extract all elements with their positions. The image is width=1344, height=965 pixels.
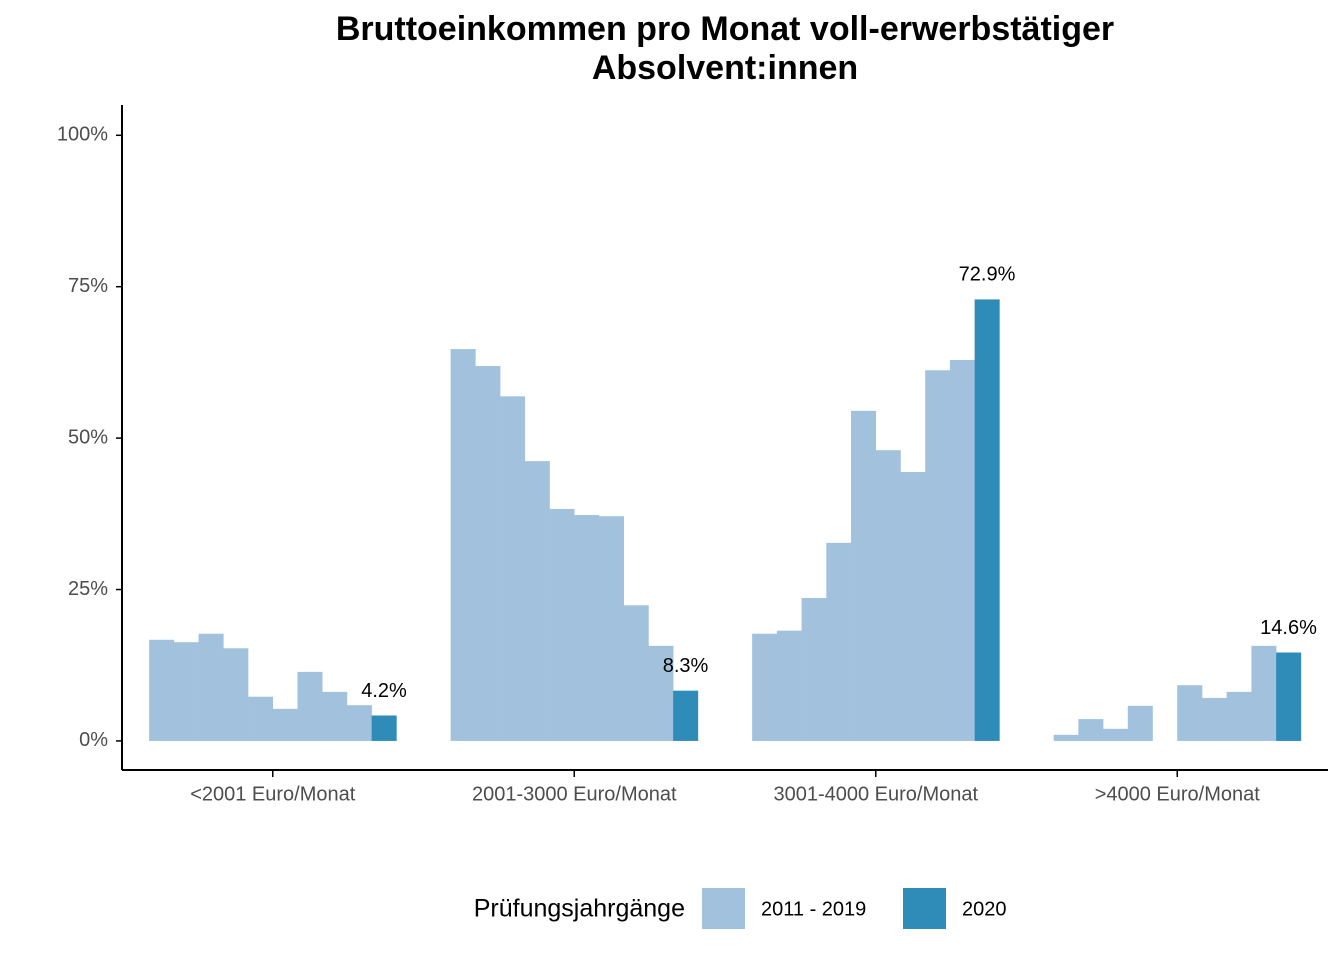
legend-title: Prüfungsjahrgänge xyxy=(474,895,685,923)
bar xyxy=(1177,685,1203,741)
y-tick-label: 25% xyxy=(68,578,108,600)
bar xyxy=(598,516,624,741)
bar xyxy=(623,605,649,741)
bar xyxy=(826,542,852,741)
bar xyxy=(875,450,901,741)
legend-label: 2011 - 2019 xyxy=(761,898,866,920)
bar xyxy=(450,349,476,741)
value-label: 4.2% xyxy=(361,680,407,702)
bar xyxy=(752,633,778,741)
y-tick-label: 100% xyxy=(57,124,108,146)
bar xyxy=(272,708,298,741)
bar xyxy=(1226,691,1252,741)
bar xyxy=(1053,734,1079,741)
bar xyxy=(925,370,951,741)
bar xyxy=(1078,719,1104,741)
bar xyxy=(549,508,575,741)
x-tick-label: >4000 Euro/Monat xyxy=(1095,783,1261,805)
bar xyxy=(149,639,175,741)
bar xyxy=(346,705,372,741)
y-tick-label: 0% xyxy=(79,729,108,751)
bar xyxy=(648,645,674,741)
bar xyxy=(574,515,600,741)
bar xyxy=(500,396,526,741)
bar xyxy=(1251,645,1277,741)
bar xyxy=(851,410,877,741)
x-tick-label: 2001-3000 Euro/Monat xyxy=(472,783,677,805)
bar xyxy=(801,597,827,741)
value-label: 8.3% xyxy=(663,655,709,677)
bar xyxy=(173,642,199,741)
bar xyxy=(776,630,802,741)
bar xyxy=(322,691,348,741)
x-tick-label: 3001-4000 Euro/Monat xyxy=(773,783,978,805)
value-label: 14.6% xyxy=(1260,617,1317,639)
bar xyxy=(1276,652,1302,741)
bar xyxy=(1201,697,1227,741)
bar xyxy=(1103,728,1129,741)
legend-swatch xyxy=(702,888,745,929)
bar xyxy=(475,366,501,741)
bar xyxy=(1127,705,1153,741)
value-label: 72.9% xyxy=(959,264,1016,286)
chart-title: Absolvent:innen xyxy=(592,49,858,87)
bar xyxy=(371,715,397,741)
bar xyxy=(297,671,323,741)
bar xyxy=(248,696,274,741)
x-tick-label: <2001 Euro/Monat xyxy=(190,783,356,805)
legend-label: 2020 xyxy=(962,898,1007,920)
y-tick-label: 75% xyxy=(68,275,108,297)
bar xyxy=(673,690,699,741)
bar xyxy=(524,461,550,741)
bar xyxy=(974,299,1000,741)
bar xyxy=(900,472,926,741)
bar xyxy=(223,648,249,741)
y-tick-label: 50% xyxy=(68,426,108,448)
bar xyxy=(949,359,975,741)
chart-title: Bruttoeinkommen pro Monat voll-erwerbstä… xyxy=(336,10,1114,48)
legend-swatch xyxy=(903,888,946,929)
bar xyxy=(198,633,224,741)
